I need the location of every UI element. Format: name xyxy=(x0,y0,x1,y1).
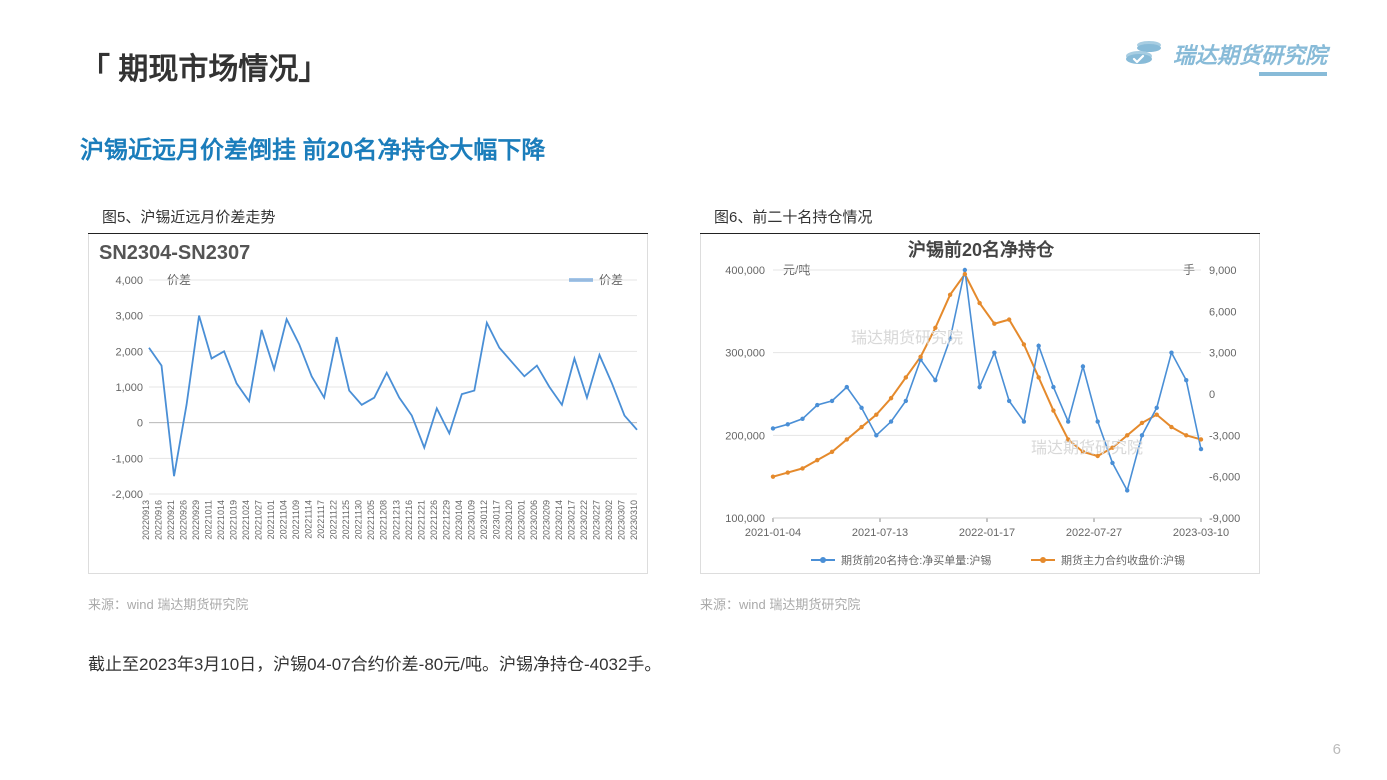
svg-text:20230222: 20230222 xyxy=(579,500,589,540)
svg-text:20220929: 20220929 xyxy=(191,500,201,540)
chart5-caption: 图5、沪锡近远月价差走势 xyxy=(88,200,648,234)
chart5-source: 来源：wind 瑞达期货研究院 xyxy=(88,574,648,613)
svg-text:20230201: 20230201 xyxy=(516,500,526,540)
svg-text:20221114: 20221114 xyxy=(304,500,314,539)
svg-text:20221014: 20221014 xyxy=(216,500,226,540)
svg-text:-1,000: -1,000 xyxy=(112,453,143,465)
svg-text:20230310: 20230310 xyxy=(629,500,639,540)
svg-text:20221208: 20221208 xyxy=(379,500,389,540)
page-number: 6 xyxy=(1333,741,1341,758)
svg-text:20221011: 20221011 xyxy=(204,500,214,539)
svg-text:-3,000: -3,000 xyxy=(1209,430,1240,442)
svg-text:-2,000: -2,000 xyxy=(112,489,143,501)
svg-text:20230214: 20230214 xyxy=(554,500,564,540)
svg-text:期货主力合约收盘价:沪锡: 期货主力合约收盘价:沪锡 xyxy=(1061,553,1185,567)
svg-text:3,000: 3,000 xyxy=(115,311,143,323)
svg-text:20230302: 20230302 xyxy=(604,500,614,540)
svg-text:20221117: 20221117 xyxy=(316,500,326,539)
svg-text:100,000: 100,000 xyxy=(725,513,765,525)
svg-text:20221109: 20221109 xyxy=(291,500,301,539)
logo: 瑞达期货研究院 xyxy=(1123,38,1327,70)
svg-text:20220921: 20220921 xyxy=(166,500,176,540)
svg-text:20230120: 20230120 xyxy=(504,500,514,540)
svg-text:9,000: 9,000 xyxy=(1209,265,1237,277)
svg-text:6,000: 6,000 xyxy=(1209,306,1237,318)
svg-text:300,000: 300,000 xyxy=(725,348,765,360)
subtitle: 沪锡近远月价差倒挂 前20名净持仓大幅下降 xyxy=(80,130,545,165)
svg-text:2,000: 2,000 xyxy=(115,346,143,358)
svg-text:20220926: 20220926 xyxy=(179,500,189,540)
svg-text:20220913: 20220913 xyxy=(141,500,151,540)
logo-underline xyxy=(1259,72,1327,76)
svg-text:20221019: 20221019 xyxy=(229,500,239,540)
chart5-svg: 价差价差4,0003,0002,0001,0000-1,000-2,000202… xyxy=(89,264,649,574)
svg-text:2023-03-10: 2023-03-10 xyxy=(1173,527,1229,539)
svg-text:20221101: 20221101 xyxy=(266,500,276,539)
svg-text:沪锡前20名净持仓: 沪锡前20名净持仓 xyxy=(908,239,1055,260)
svg-text:20221221: 20221221 xyxy=(416,500,426,540)
svg-text:20220916: 20220916 xyxy=(154,500,164,540)
svg-text:-9,000: -9,000 xyxy=(1209,513,1240,525)
chart6-source: 来源：wind 瑞达期货研究院 xyxy=(700,574,1260,613)
svg-text:20221122: 20221122 xyxy=(329,500,339,539)
svg-text:20221027: 20221027 xyxy=(254,500,264,540)
chart6-box: 沪锡前20名净持仓元/吨手400,000300,000200,000100,00… xyxy=(700,234,1260,574)
chart6-caption: 图6、前二十名持仓情况 xyxy=(700,200,1260,234)
svg-text:4,000: 4,000 xyxy=(115,275,143,287)
chart5-inner-title: SN2304-SN2307 xyxy=(99,242,250,265)
svg-text:20230307: 20230307 xyxy=(616,500,626,540)
svg-text:2021-01-04: 2021-01-04 xyxy=(745,527,801,539)
svg-text:20230227: 20230227 xyxy=(591,500,601,540)
svg-text:20221216: 20221216 xyxy=(404,500,414,540)
svg-text:200,000: 200,000 xyxy=(725,430,765,442)
svg-text:0: 0 xyxy=(137,418,143,430)
svg-text:20221213: 20221213 xyxy=(391,500,401,540)
svg-text:20230206: 20230206 xyxy=(529,500,539,540)
chart5-box: SN2304-SN2307 价差价差4,0003,0002,0001,0000-… xyxy=(88,234,648,574)
svg-text:3,000: 3,000 xyxy=(1209,348,1237,360)
chart6-svg: 沪锡前20名净持仓元/吨手400,000300,000200,000100,00… xyxy=(701,234,1261,574)
chart5-panel: 图5、沪锡近远月价差走势 SN2304-SN2307 价差价差4,0003,00… xyxy=(88,200,648,613)
svg-text:20221024: 20221024 xyxy=(241,500,251,540)
svg-text:20221130: 20221130 xyxy=(354,500,364,539)
svg-text:0: 0 xyxy=(1209,389,1215,401)
svg-text:20230217: 20230217 xyxy=(566,500,576,540)
svg-text:20230109: 20230109 xyxy=(466,500,476,540)
svg-text:20221104: 20221104 xyxy=(279,500,289,539)
svg-text:20221226: 20221226 xyxy=(429,500,439,540)
logo-text: 瑞达期货研究院 xyxy=(1173,38,1327,70)
svg-text:20221229: 20221229 xyxy=(441,500,451,540)
svg-text:20230104: 20230104 xyxy=(454,500,464,540)
logo-coins-icon xyxy=(1123,39,1165,69)
svg-text:2022-01-17: 2022-01-17 xyxy=(959,527,1015,539)
svg-text:20230209: 20230209 xyxy=(541,500,551,540)
footnote: 截止至2023年3月10日，沪锡04-07合约价差-80元/吨。沪锡净持仓-40… xyxy=(88,650,661,675)
svg-text:400,000: 400,000 xyxy=(725,265,765,277)
svg-text:20230117: 20230117 xyxy=(491,500,501,539)
page-title: 「 期现市场情况」 xyxy=(80,44,328,88)
svg-text:20221205: 20221205 xyxy=(366,500,376,540)
svg-text:2021-07-13: 2021-07-13 xyxy=(852,527,908,539)
svg-text:1,000: 1,000 xyxy=(115,382,143,394)
chart6-panel: 图6、前二十名持仓情况 沪锡前20名净持仓元/吨手400,000300,0002… xyxy=(700,200,1260,613)
svg-text:20230112: 20230112 xyxy=(479,500,489,539)
svg-text:期货前20名持仓:净买单量:沪锡: 期货前20名持仓:净买单量:沪锡 xyxy=(841,553,991,567)
svg-text:20221125: 20221125 xyxy=(341,500,351,539)
svg-text:2022-07-27: 2022-07-27 xyxy=(1066,527,1122,539)
svg-text:-6,000: -6,000 xyxy=(1209,472,1240,484)
